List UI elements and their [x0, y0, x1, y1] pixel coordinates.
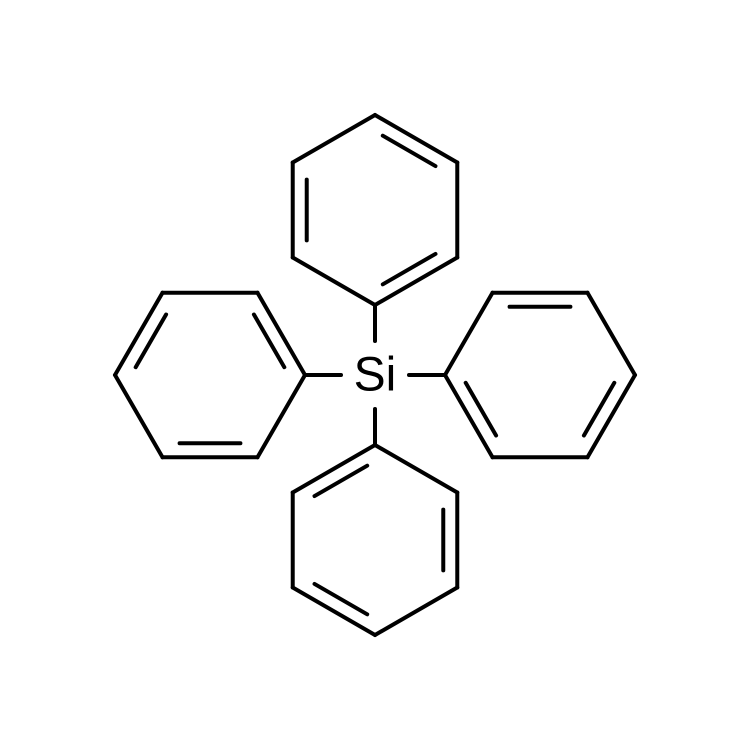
left-phenyl-edge-0: [258, 375, 306, 457]
left-phenyl-edge-2: [115, 375, 163, 457]
bottom-phenyl-double-3: [315, 584, 368, 614]
left-phenyl-double-5: [254, 315, 284, 368]
right-phenyl-edge-0: [445, 293, 493, 375]
bottom-phenyl-double-5: [315, 466, 368, 496]
bottom-phenyl-edge-0: [375, 445, 457, 493]
silicon-atom-label: Si: [354, 349, 397, 402]
top-phenyl-edge-2: [293, 115, 375, 163]
bottom-phenyl-edge-2: [375, 588, 457, 636]
right-phenyl-double-3: [584, 383, 614, 436]
left-phenyl-double-3: [136, 315, 166, 368]
right-phenyl-double-5: [466, 383, 496, 436]
right-phenyl-edge-2: [588, 293, 636, 375]
top-phenyl-double-3: [383, 136, 436, 166]
top-phenyl-edge-0: [293, 258, 375, 306]
top-phenyl-double-5: [383, 254, 436, 284]
molecule-canvas: Si: [0, 0, 750, 750]
